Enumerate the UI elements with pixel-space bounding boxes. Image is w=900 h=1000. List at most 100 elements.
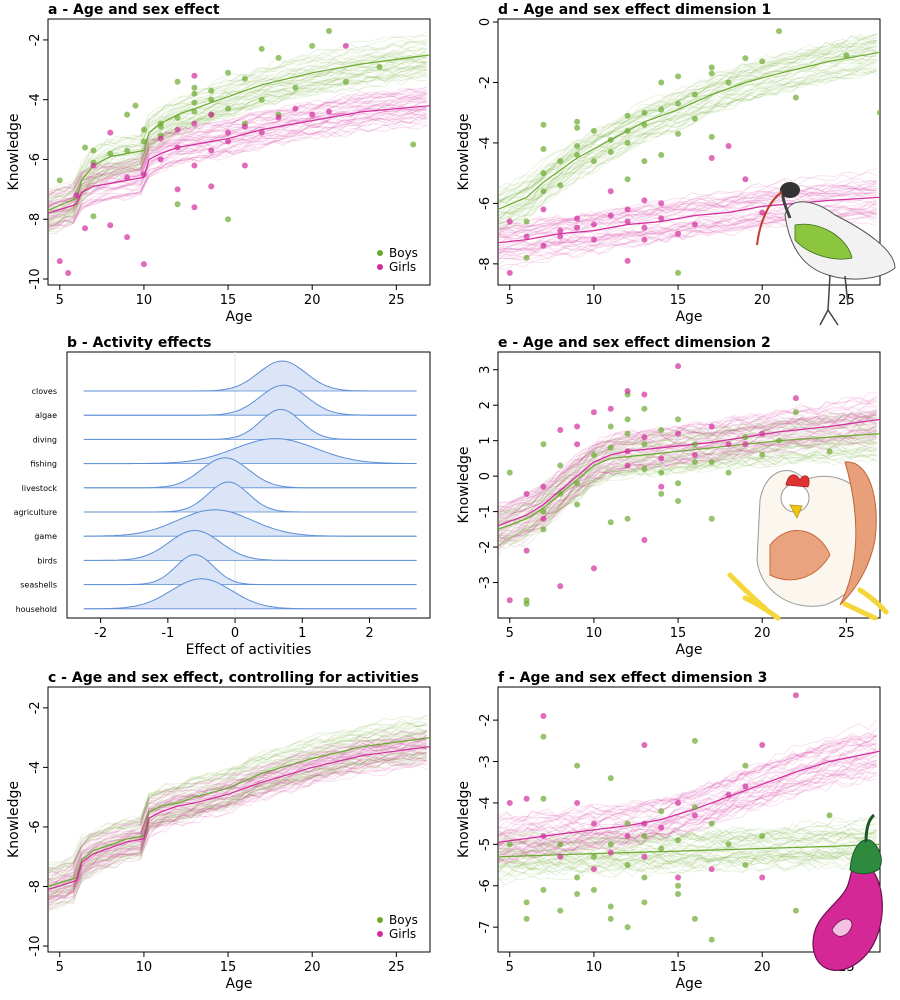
sample-line bbox=[48, 729, 427, 881]
data-point-boys bbox=[792, 409, 799, 416]
data-point-girls bbox=[191, 162, 198, 169]
sample-line bbox=[498, 727, 877, 839]
sample-line bbox=[48, 753, 427, 898]
sample-line bbox=[48, 750, 427, 910]
sample-line bbox=[48, 756, 427, 904]
sample-line bbox=[48, 97, 427, 196]
data-point-boys bbox=[641, 466, 648, 473]
chicken-illustration bbox=[727, 461, 889, 621]
sample-line bbox=[48, 64, 427, 226]
data-point-boys bbox=[132, 102, 139, 109]
x-tick-label: 5 bbox=[506, 626, 514, 641]
data-point-boys bbox=[557, 462, 564, 469]
data-point-girls bbox=[157, 156, 164, 163]
sample-line bbox=[48, 738, 427, 891]
sample-line bbox=[498, 777, 877, 860]
category-label-seashells: seashells bbox=[20, 581, 57, 590]
sample-line bbox=[48, 723, 427, 866]
sample-line bbox=[498, 435, 877, 547]
data-point-girls bbox=[641, 197, 648, 204]
density-fill-birds bbox=[83, 530, 417, 561]
sample-line bbox=[498, 187, 877, 235]
sample-line bbox=[48, 109, 427, 221]
sample-line bbox=[498, 734, 877, 836]
sample-line bbox=[498, 850, 877, 880]
data-point-boys bbox=[607, 136, 614, 143]
sample-line bbox=[498, 188, 877, 239]
sample-line bbox=[498, 415, 877, 516]
sample-line bbox=[498, 411, 877, 517]
data-point-boys bbox=[574, 124, 581, 131]
sample-line bbox=[48, 760, 427, 912]
sample-line bbox=[498, 743, 877, 822]
sample-line bbox=[498, 741, 877, 847]
sample-line bbox=[498, 737, 877, 824]
legend-marker-boys bbox=[377, 250, 383, 256]
sample-line bbox=[498, 70, 877, 225]
data-point-boys bbox=[658, 808, 665, 815]
data-point-girls bbox=[540, 712, 547, 719]
density-fill-agriculture bbox=[83, 482, 417, 512]
sample-line bbox=[48, 107, 427, 206]
data-point-girls bbox=[658, 200, 665, 207]
sample-line bbox=[48, 756, 427, 904]
sample-line bbox=[498, 183, 877, 229]
data-point-girls bbox=[557, 853, 564, 860]
data-point-boys bbox=[624, 416, 631, 423]
sample-line bbox=[48, 751, 427, 911]
sample-line bbox=[48, 93, 427, 210]
sample-line bbox=[48, 744, 427, 897]
sample-line bbox=[498, 189, 877, 224]
panel-title: a - Age and sex effect bbox=[48, 2, 220, 18]
sample-line bbox=[498, 417, 877, 525]
sample-line bbox=[498, 828, 877, 847]
y-tick-label: 0 bbox=[478, 472, 493, 480]
data-point-girls bbox=[523, 795, 530, 802]
y-tick-label: 3 bbox=[478, 366, 493, 374]
sample-line bbox=[498, 53, 877, 220]
data-point-boys bbox=[877, 109, 880, 116]
sample-line bbox=[48, 751, 427, 900]
data-point-boys bbox=[258, 96, 265, 103]
data-point-boys bbox=[191, 108, 198, 115]
sample-line bbox=[48, 39, 427, 201]
series-line-girls bbox=[498, 750, 880, 843]
sample-line bbox=[498, 759, 877, 849]
sample-line bbox=[498, 196, 877, 238]
data-point-boys bbox=[641, 899, 648, 906]
sample-line bbox=[498, 852, 877, 869]
sample-line bbox=[498, 832, 877, 857]
sample-line bbox=[48, 66, 427, 222]
x-tick-label: 5 bbox=[506, 960, 514, 975]
x-tick-label: 10 bbox=[586, 293, 603, 308]
sample-line bbox=[498, 411, 877, 523]
sample-line bbox=[48, 55, 427, 213]
data-point-boys bbox=[658, 427, 665, 434]
sample-line bbox=[498, 411, 877, 520]
sample-line bbox=[48, 109, 427, 231]
posterior-samples-boys bbox=[48, 714, 427, 911]
sample-line bbox=[498, 734, 877, 837]
sample-line bbox=[48, 88, 427, 205]
data-point-girls bbox=[590, 221, 597, 228]
data-point-girls bbox=[540, 833, 547, 840]
sample-line bbox=[48, 96, 427, 196]
sample-line bbox=[48, 758, 427, 898]
data-point-boys bbox=[523, 218, 530, 225]
y-tick-label: -6 bbox=[28, 153, 43, 166]
data-point-boys bbox=[658, 106, 665, 113]
sample-line bbox=[498, 437, 877, 547]
x-tick-label: 25 bbox=[388, 960, 405, 975]
data-point-boys bbox=[691, 458, 698, 465]
data-point-girls bbox=[557, 583, 564, 590]
sample-line bbox=[48, 88, 427, 194]
data-point-boys bbox=[191, 99, 198, 106]
sample-line bbox=[498, 732, 877, 837]
data-point-boys bbox=[826, 812, 833, 819]
sample-line bbox=[48, 751, 427, 905]
data-point-boys bbox=[208, 96, 215, 103]
sample-line bbox=[48, 97, 427, 221]
data-point-boys bbox=[675, 837, 682, 844]
data-point-boys bbox=[574, 480, 581, 487]
